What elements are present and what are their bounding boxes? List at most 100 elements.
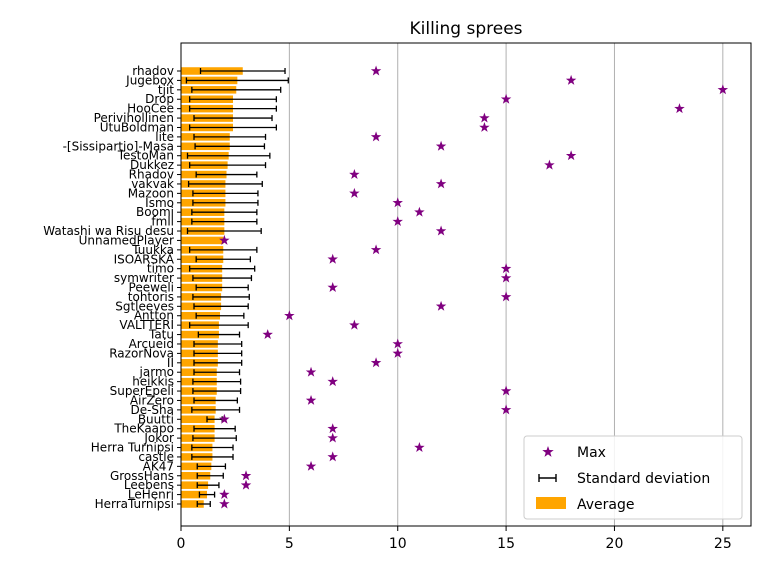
y-tick-label: Rhadov [129, 168, 174, 182]
average-bar [181, 481, 209, 489]
average-bar [181, 236, 224, 245]
y-tick-label: AK47 [143, 459, 174, 473]
y-tick-label: castle [138, 450, 174, 464]
y-tick-label: Mazoon [128, 186, 174, 200]
x-tick-label: 25 [714, 536, 732, 552]
max-marker [544, 159, 555, 170]
legend-box [523, 435, 743, 520]
max-marker [717, 84, 729, 95]
average-bar [181, 471, 211, 480]
max-marker [370, 357, 382, 368]
max-marker [284, 310, 295, 321]
y-tick-label: -[Sissipartio]-Masa [63, 139, 174, 153]
y-tick-label: symwriter [114, 271, 174, 285]
max-marker [435, 178, 447, 189]
legend-average-label: Average [577, 497, 635, 513]
x-tick-label: 20 [606, 536, 624, 552]
y-tick-label: VALTTERI [119, 318, 174, 332]
x-tick-label: 0 [177, 536, 186, 552]
y-tick-label: Boomi [136, 205, 174, 219]
y-tick-label: UtuBoldman [100, 120, 174, 134]
y-tick-label: tohtoris [128, 290, 174, 304]
max-marker [500, 263, 512, 274]
y-tick-label: LeHenri [128, 488, 174, 502]
max-marker [219, 413, 230, 424]
max-marker [500, 385, 512, 396]
y-tick-label: Sgtleeves [115, 299, 174, 313]
max-marker [219, 498, 230, 509]
max-marker [565, 150, 577, 161]
y-tick-label: Jokor [143, 431, 174, 445]
max-marker [349, 319, 360, 330]
x-axis-ticks: 0 5 10 15 20 25 [177, 526, 732, 552]
max-marker [435, 140, 447, 151]
y-tick-label: GrossHans [110, 469, 174, 483]
y-tick-label: jarmo [139, 365, 174, 379]
max-marker [240, 479, 252, 490]
max-marker [327, 432, 338, 443]
max-marker [219, 489, 230, 500]
y-tick-labels: rhadovJugeboxtjitDropHooCeePeriviholline… [43, 64, 181, 511]
y-tick-label: TheKaapo [113, 422, 174, 436]
y-tick-label: SuperEpeli [110, 384, 174, 398]
y-tick-label: HooCee [127, 102, 174, 116]
max-marker [305, 366, 317, 377]
y-tick-label: Leebens [124, 478, 174, 492]
y-tick-label: AirZero [130, 393, 174, 407]
max-marker [349, 169, 360, 179]
y-tick-label: De-Sha [130, 403, 174, 417]
max-marker [305, 394, 317, 405]
y-tick-label: Jugebox [125, 73, 174, 87]
y-tick-label: RazorNova [109, 346, 174, 360]
y-tick-label: II [167, 356, 174, 370]
chart-title: Killing sprees [409, 19, 522, 39]
max-marker [327, 253, 338, 264]
max-marker [219, 234, 230, 245]
max-marker [370, 244, 382, 255]
max-marker [392, 197, 403, 208]
y-tick-label: vakvak [131, 177, 174, 191]
errorbar-layer [185, 68, 289, 507]
legend-stddev-label: Standard deviation [577, 471, 710, 487]
max-marker [500, 93, 512, 104]
y-tick-label: Ismo [145, 196, 174, 210]
legend: Max Standard deviation Average [523, 435, 743, 520]
y-tick-label: Dukkez [130, 158, 174, 172]
average-bar [181, 462, 212, 471]
x-tick-label: 10 [389, 536, 407, 552]
y-tick-label: UnnamedPlayer [79, 233, 174, 247]
max-marker [370, 131, 382, 142]
max-marker [392, 347, 403, 358]
max-marker [327, 376, 338, 387]
x-tick-label: 15 [497, 536, 515, 552]
y-tick-label: Perivihollinen [94, 111, 174, 125]
y-tick-label: HerraTurnipsi [95, 497, 174, 511]
y-tick-label: lite [155, 130, 174, 144]
max-marker [262, 329, 273, 340]
y-tick-label: Tuukka [131, 243, 174, 257]
y-tick-label: Watashi wa Risu desu [43, 224, 174, 238]
y-tick-label: Tatu [148, 328, 174, 342]
y-tick-label: timo [147, 262, 174, 276]
legend-average-swatch [536, 497, 566, 509]
plot-frame [180, 42, 752, 527]
x-tick-label: 5 [285, 536, 294, 552]
max-marker [392, 338, 403, 349]
max-marker [500, 291, 512, 302]
max-marker [479, 121, 490, 132]
y-tick-label: tjit [158, 83, 174, 97]
max-marker [240, 470, 252, 481]
max-marker [349, 187, 360, 198]
max-marker [327, 423, 338, 434]
y-tick-label: rhadov [132, 64, 174, 78]
y-tick-label: TestoMan [117, 149, 174, 163]
max-marker [414, 206, 425, 217]
max-marker [479, 112, 490, 123]
max-marker [674, 103, 685, 114]
max-marker [370, 65, 382, 76]
max-marker [435, 225, 447, 236]
y-tick-label: Antton [134, 309, 174, 323]
max-marker [500, 404, 512, 415]
y-tick-label: Arcueid [129, 337, 174, 351]
